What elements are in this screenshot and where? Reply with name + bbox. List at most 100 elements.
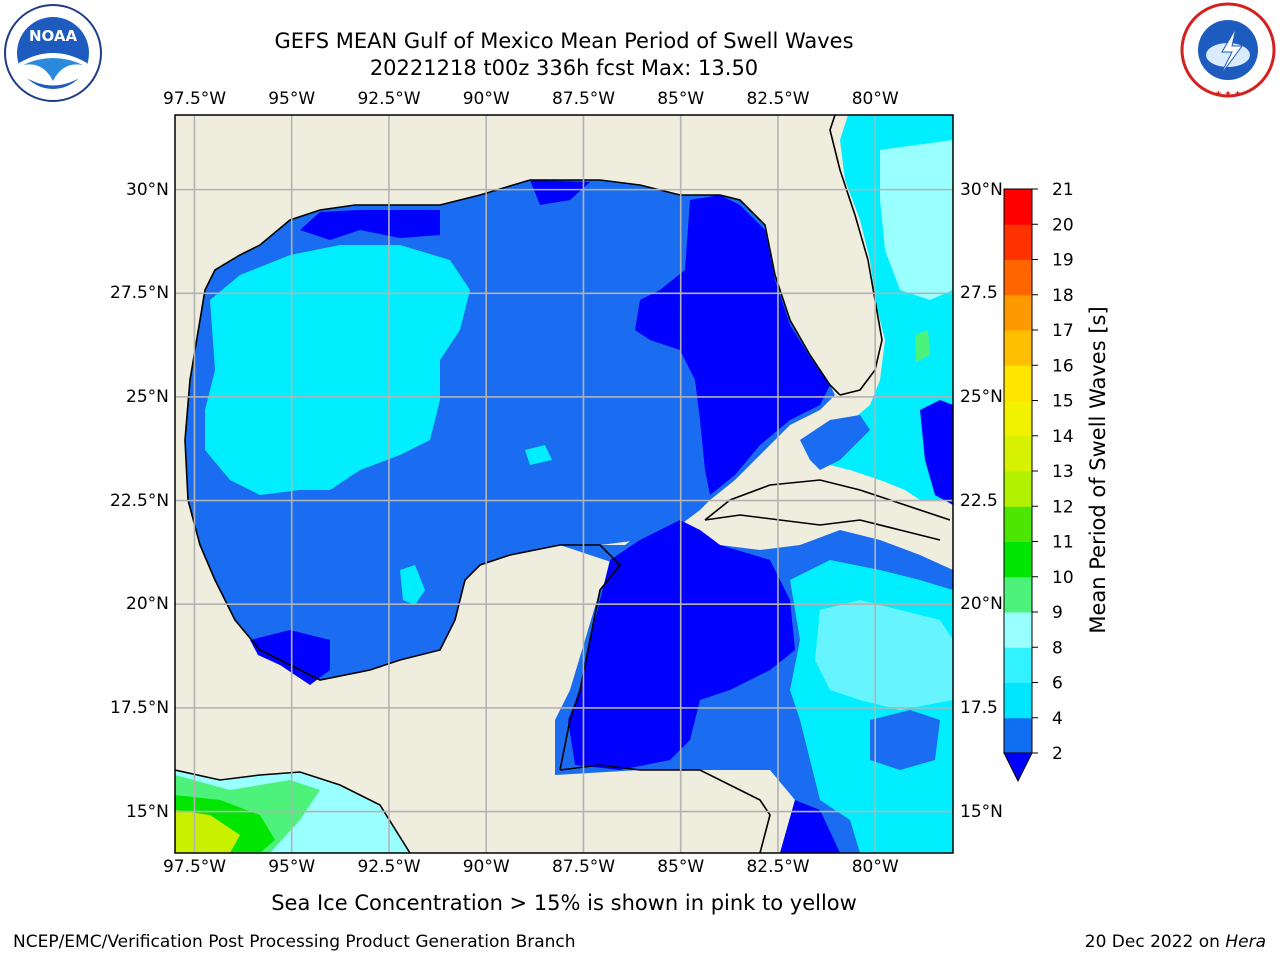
lon-label-bottom: 90°W (462, 857, 510, 877)
chart-title: GEFS MEAN Gulf of Mexico Mean Period of … (274, 29, 854, 53)
lat-label-left: 25°N (126, 386, 169, 407)
colorbar-tick-label: 4 (1052, 709, 1063, 729)
lon-label-bottom: 82.5°W (746, 857, 810, 877)
colorbar-tick-label: 11 (1052, 533, 1074, 553)
colorbar-tick-label: 8 (1052, 638, 1063, 658)
caribbean-light-region (815, 600, 953, 710)
lon-label-top: 87.5°W (551, 89, 616, 109)
lat-label-left: 22.5°N (110, 490, 170, 511)
colorbar-tick-label: 6 (1052, 674, 1063, 694)
sea-ice-note: Sea Ice Concentration > 15% is shown in … (271, 891, 857, 915)
colorbar-tick-label: 13 (1052, 462, 1074, 482)
pacific-yellow-green (175, 810, 240, 853)
colorbar-swatch (1004, 717, 1032, 754)
lat-label-left: 20°N (126, 594, 169, 615)
lon-label-bottom: 92.5°W (357, 857, 421, 877)
plot-frame (174, 114, 954, 854)
colorbar-title: Mean Period of Swell Waves [s] (1086, 306, 1110, 634)
atlantic-green-spot (915, 330, 930, 362)
colorbar-swatch (1004, 612, 1032, 648)
footer-date-text: 20 Dec 2022 on (1084, 932, 1226, 952)
lat-label-left: 17.5°N (110, 697, 170, 718)
lat-label-right: 22.5 (960, 490, 998, 511)
colorbar-swatch (1004, 506, 1032, 542)
lon-label-bottom: 97.5°W (162, 857, 227, 877)
coastline-central-america (559, 764, 771, 853)
coastline-florida-east (829, 115, 883, 396)
colorbar-tick-label: 14 (1052, 427, 1074, 447)
colorbar-tick-label: 17 (1052, 321, 1074, 341)
atlantic-pale (880, 140, 953, 300)
coastline-cuba (704, 479, 951, 521)
lon-label-top: 95°W (268, 89, 316, 109)
lat-label-right: 30°N (960, 179, 1003, 200)
colorbar-tick-label: 9 (1052, 603, 1063, 623)
colorbar-tick-label: 2 (1052, 744, 1063, 764)
gulf-deep-campeche (250, 630, 330, 685)
lon-label-top: 97.5°W (162, 89, 227, 109)
lat-label-right: 15°N (960, 801, 1003, 822)
colorbar-swatch (1004, 647, 1032, 683)
gulf-cyan-patch (400, 565, 425, 605)
nws-logo: ★ ★ ★ (1180, 2, 1276, 98)
chart-subtitle: 20221218 t00z 336h fcst Max: 13.50 (369, 56, 759, 80)
florida-straits-mid (800, 415, 870, 470)
caribbean-mid-patch (870, 710, 940, 770)
colorbar-swatch (1004, 682, 1032, 719)
colorbar-tick-label: 21 (1052, 180, 1074, 200)
gulf-deep-east (635, 195, 830, 495)
lat-label-left: 27.5°N (110, 283, 170, 304)
noaa-logo: NOAA (4, 4, 102, 102)
gulf-cyan-region (205, 245, 470, 495)
coastline-pacific (175, 769, 411, 853)
colorbar-swatch (1004, 576, 1032, 613)
colorbar-tick-label: 20 (1052, 215, 1074, 235)
lon-label-top: 82.5°W (746, 89, 810, 109)
colorbar-swatch (1004, 294, 1032, 331)
colorbar-tick-label: 15 (1052, 392, 1074, 412)
colorbar-swatch (1004, 435, 1032, 472)
caribbean-deep-east (780, 800, 840, 853)
lon-label-top: 90°W (462, 89, 510, 109)
lon-label-top: 85°W (657, 89, 705, 109)
lat-label-right: 17.5 (960, 697, 998, 718)
colorbar-tick-label: 16 (1052, 356, 1074, 376)
colorbar-swatch (1004, 259, 1032, 296)
lon-label-top: 80°W (851, 89, 899, 109)
colorbar-swatch (1004, 224, 1032, 260)
lon-label-bottom: 85°W (657, 857, 705, 877)
colorbar-swatch (1004, 400, 1032, 437)
lat-label-right: 20°N (960, 594, 1003, 615)
colorbar: 2 4 6 8 9 10 11 12 13 14 15 16 17 18 19 20 21 (1003, 180, 1074, 783)
gulf-deep-north (300, 210, 440, 240)
colorbar-tick-label: 12 (1052, 497, 1074, 517)
lat-label-left: 15°N (126, 801, 169, 822)
coastline-mexico (187, 499, 622, 771)
gridlines (175, 115, 953, 853)
colorbar-swatch (1004, 330, 1032, 366)
colorbar-swatch (1004, 365, 1032, 401)
lat-label-left: 30°N (126, 179, 169, 200)
gulf-cyan-patch-2 (525, 445, 552, 465)
lon-label-bottom: 80°W (851, 857, 899, 877)
colorbar-swatch (1004, 471, 1032, 507)
svg-text:★ ★ ★: ★ ★ ★ (1215, 89, 1242, 98)
lon-label-bottom: 95°W (268, 857, 316, 877)
lat-label-right: 25°N (960, 386, 1003, 407)
colorbar-under-arrow (1003, 752, 1033, 783)
colorbar-tick-label: 10 (1052, 568, 1074, 588)
noaa-logo-text: NOAA (29, 27, 78, 45)
gulf-deep-bay (530, 180, 590, 205)
coastline-gulf-north (184, 179, 841, 501)
colorbar-tick-label: 18 (1052, 286, 1074, 306)
lon-label-top: 92.5°W (357, 89, 421, 109)
footer-credit: NCEP/EMC/Verification Post Processing Pr… (13, 932, 576, 952)
colorbar-swatch (1004, 189, 1032, 225)
colorbar-tick-label: 19 (1052, 251, 1074, 271)
colorbar-swatch (1004, 541, 1032, 578)
coastline-cuba-south (704, 514, 941, 541)
footer-machine: Hera (1225, 932, 1266, 952)
lon-label-bottom: 87.5°W (551, 857, 616, 877)
